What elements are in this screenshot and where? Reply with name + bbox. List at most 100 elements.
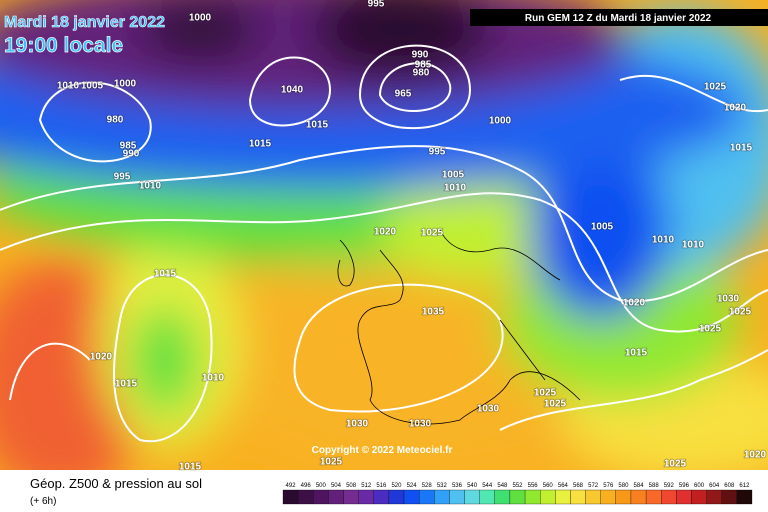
isobar-label: 1015 xyxy=(154,269,177,280)
isobar-label: 980 xyxy=(107,115,124,126)
colorbar-swatch xyxy=(540,489,556,505)
colorbar-swatch xyxy=(661,489,677,505)
colorbar-swatch xyxy=(313,489,329,505)
colorbar-label: 536 xyxy=(452,483,463,489)
colorbar-swatch xyxy=(509,489,526,505)
colorbar-swatch xyxy=(328,489,344,505)
footer-lead: (+ 6h) xyxy=(30,496,56,507)
colorbar-swatch xyxy=(524,489,541,505)
isobar-label: 1015 xyxy=(249,139,272,150)
colorbar-label: 612 xyxy=(739,483,750,489)
colorbar-label: 568 xyxy=(573,483,584,489)
run-box xyxy=(470,9,768,26)
colorbar-label: 516 xyxy=(376,483,387,489)
colorbar-label: 560 xyxy=(543,483,554,489)
isobar-label: 995 xyxy=(429,147,446,158)
colorbar-swatch xyxy=(570,489,586,505)
colorbar-swatch xyxy=(736,489,753,505)
colorbar-label: 576 xyxy=(603,483,614,489)
date: Mardi 18 janvier 2022 xyxy=(4,14,165,31)
colorbar-swatch xyxy=(555,489,571,505)
colorbar-swatch xyxy=(645,489,662,505)
isobar-label: 1015 xyxy=(179,462,202,473)
colorbar-swatch xyxy=(449,489,465,505)
isobar-label: 1010 xyxy=(652,235,675,246)
colorbar-label: 524 xyxy=(407,483,418,489)
isobar-label: 1030 xyxy=(409,419,432,430)
isobar-label: 1000 xyxy=(189,13,212,24)
isobar-label: 1035 xyxy=(422,307,445,318)
isobar-label: 1030 xyxy=(346,419,369,430)
colorbar-swatch xyxy=(676,489,692,505)
colorbar-swatch xyxy=(600,489,616,505)
isobar-label: 1025 xyxy=(704,82,727,93)
colorbar-swatch xyxy=(479,489,495,505)
isobar-label: 1020 xyxy=(623,298,646,309)
copyright: Copyright © 2022 Meteociel.fr xyxy=(312,445,453,456)
colorbar-label: 508 xyxy=(346,483,357,489)
isobar-label: 1010 xyxy=(682,240,705,251)
colorbar-label: 540 xyxy=(467,483,478,489)
colorbar-label: 504 xyxy=(331,483,342,489)
time: 19:00 locale xyxy=(4,34,123,57)
colorbar-swatch xyxy=(297,489,314,505)
isobar-label: 1025 xyxy=(320,457,343,468)
isobar-label: 1000 xyxy=(114,79,137,90)
colorbar-label: 588 xyxy=(649,483,660,489)
isobar-label: 1025 xyxy=(664,459,687,470)
colorbar-label: 520 xyxy=(391,483,402,489)
isobar-label: 1010 xyxy=(57,81,80,92)
isobar-label: 1015 xyxy=(115,379,138,390)
isobar-label: 980 xyxy=(413,68,430,79)
colorbar-swatch xyxy=(373,489,390,505)
colorbar-label: 532 xyxy=(437,483,448,489)
isobar-label: 1000 xyxy=(489,116,512,127)
run-info: Run GEM 12 Z du Mardi 18 janvier 2022 xyxy=(525,13,712,24)
isobar-label: 990 xyxy=(123,149,140,160)
colorbar-swatch xyxy=(343,489,359,505)
colorbar-label: 596 xyxy=(679,483,690,489)
colorbar-label: 492 xyxy=(286,483,297,489)
isobar-label: 1030 xyxy=(717,294,740,305)
colorbar-label: 544 xyxy=(482,483,493,489)
isobar-label: 990 xyxy=(412,50,429,61)
isobar-label: 985 xyxy=(415,60,432,71)
colorbar-swatch xyxy=(706,489,722,505)
isobar-label: 1040 xyxy=(281,85,304,96)
footer-title: Géop. Z500 & pression au sol xyxy=(30,476,202,491)
colorbar-label: 556 xyxy=(528,483,539,489)
colorbar-swatch xyxy=(434,489,450,505)
isobar-label: 1025 xyxy=(534,388,557,399)
isobar-label: 1020 xyxy=(744,450,767,461)
isobar-label: 1005 xyxy=(591,222,614,233)
colorbar-label: 592 xyxy=(664,483,675,489)
isobar-label: 1010 xyxy=(202,373,225,384)
colorbar-label: 584 xyxy=(634,483,645,489)
isobar-label: 1005 xyxy=(81,81,104,92)
isobar-label: 1025 xyxy=(729,307,752,318)
isobar-label: 1030 xyxy=(477,404,500,415)
isobar-label: 995 xyxy=(368,0,385,10)
isobar-label: 1025 xyxy=(544,399,567,410)
colorbar-swatch xyxy=(358,489,374,505)
coastlines xyxy=(337,229,581,425)
isobar-label: 1010 xyxy=(139,181,162,192)
colorbar-swatch xyxy=(388,489,405,505)
colorbar-swatch xyxy=(615,489,632,505)
colorbar-label: 604 xyxy=(709,483,720,489)
colorbar-label: 552 xyxy=(512,483,523,489)
colorbar-swatch xyxy=(494,489,511,505)
colorbar-swatch xyxy=(464,489,480,505)
colorbar-label: 564 xyxy=(558,483,569,489)
colorbar-label: 608 xyxy=(724,483,735,489)
isobar-label: 995 xyxy=(114,172,131,183)
isobar-label: 1005 xyxy=(442,170,465,181)
colorbar-label: 548 xyxy=(497,483,508,489)
colorbar-swatch xyxy=(691,489,707,505)
colorbar-label: 572 xyxy=(588,483,599,489)
isobar-label: 1020 xyxy=(374,227,397,238)
isobar-label: 1025 xyxy=(699,324,722,335)
isobar-label: 1015 xyxy=(625,348,648,359)
